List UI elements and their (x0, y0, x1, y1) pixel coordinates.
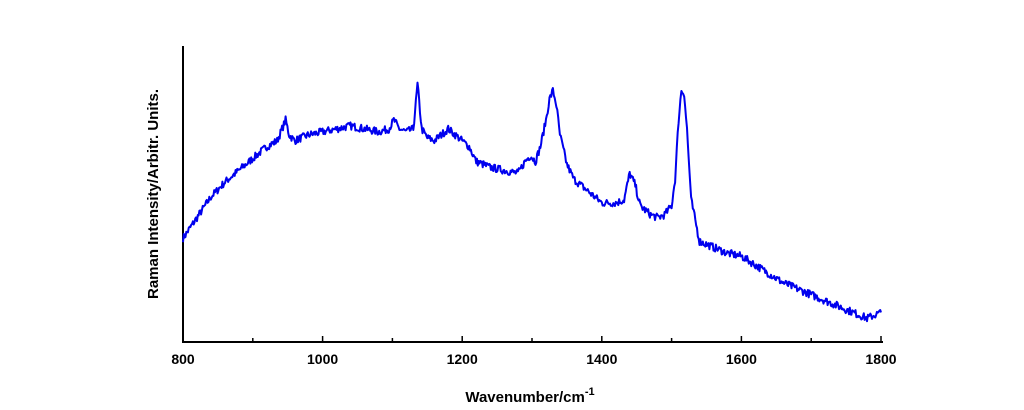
x-tick-label: 1200 (447, 351, 478, 367)
y-axis-title: Raman Intensity/Arbitr. Units. (145, 89, 162, 299)
x-tick-label: 1000 (307, 351, 338, 367)
x-tick-label: 800 (171, 351, 195, 367)
x-tick-label: 1800 (865, 351, 896, 367)
axes (182, 46, 883, 343)
x-axis-title-text: Wavenumber/cm (465, 389, 584, 406)
x-tick-label: 1400 (586, 351, 617, 367)
x-tick-labels: 800 1000 1200 1400 1600 1800 (171, 351, 896, 367)
x-tick-label: 1600 (726, 351, 757, 367)
x-ticks (182, 336, 882, 342)
spectrum-line (182, 81, 882, 323)
x-axis-title-superscript: -1 (585, 386, 595, 398)
x-axis-title: Wavenumber/cm-1 (465, 386, 594, 406)
